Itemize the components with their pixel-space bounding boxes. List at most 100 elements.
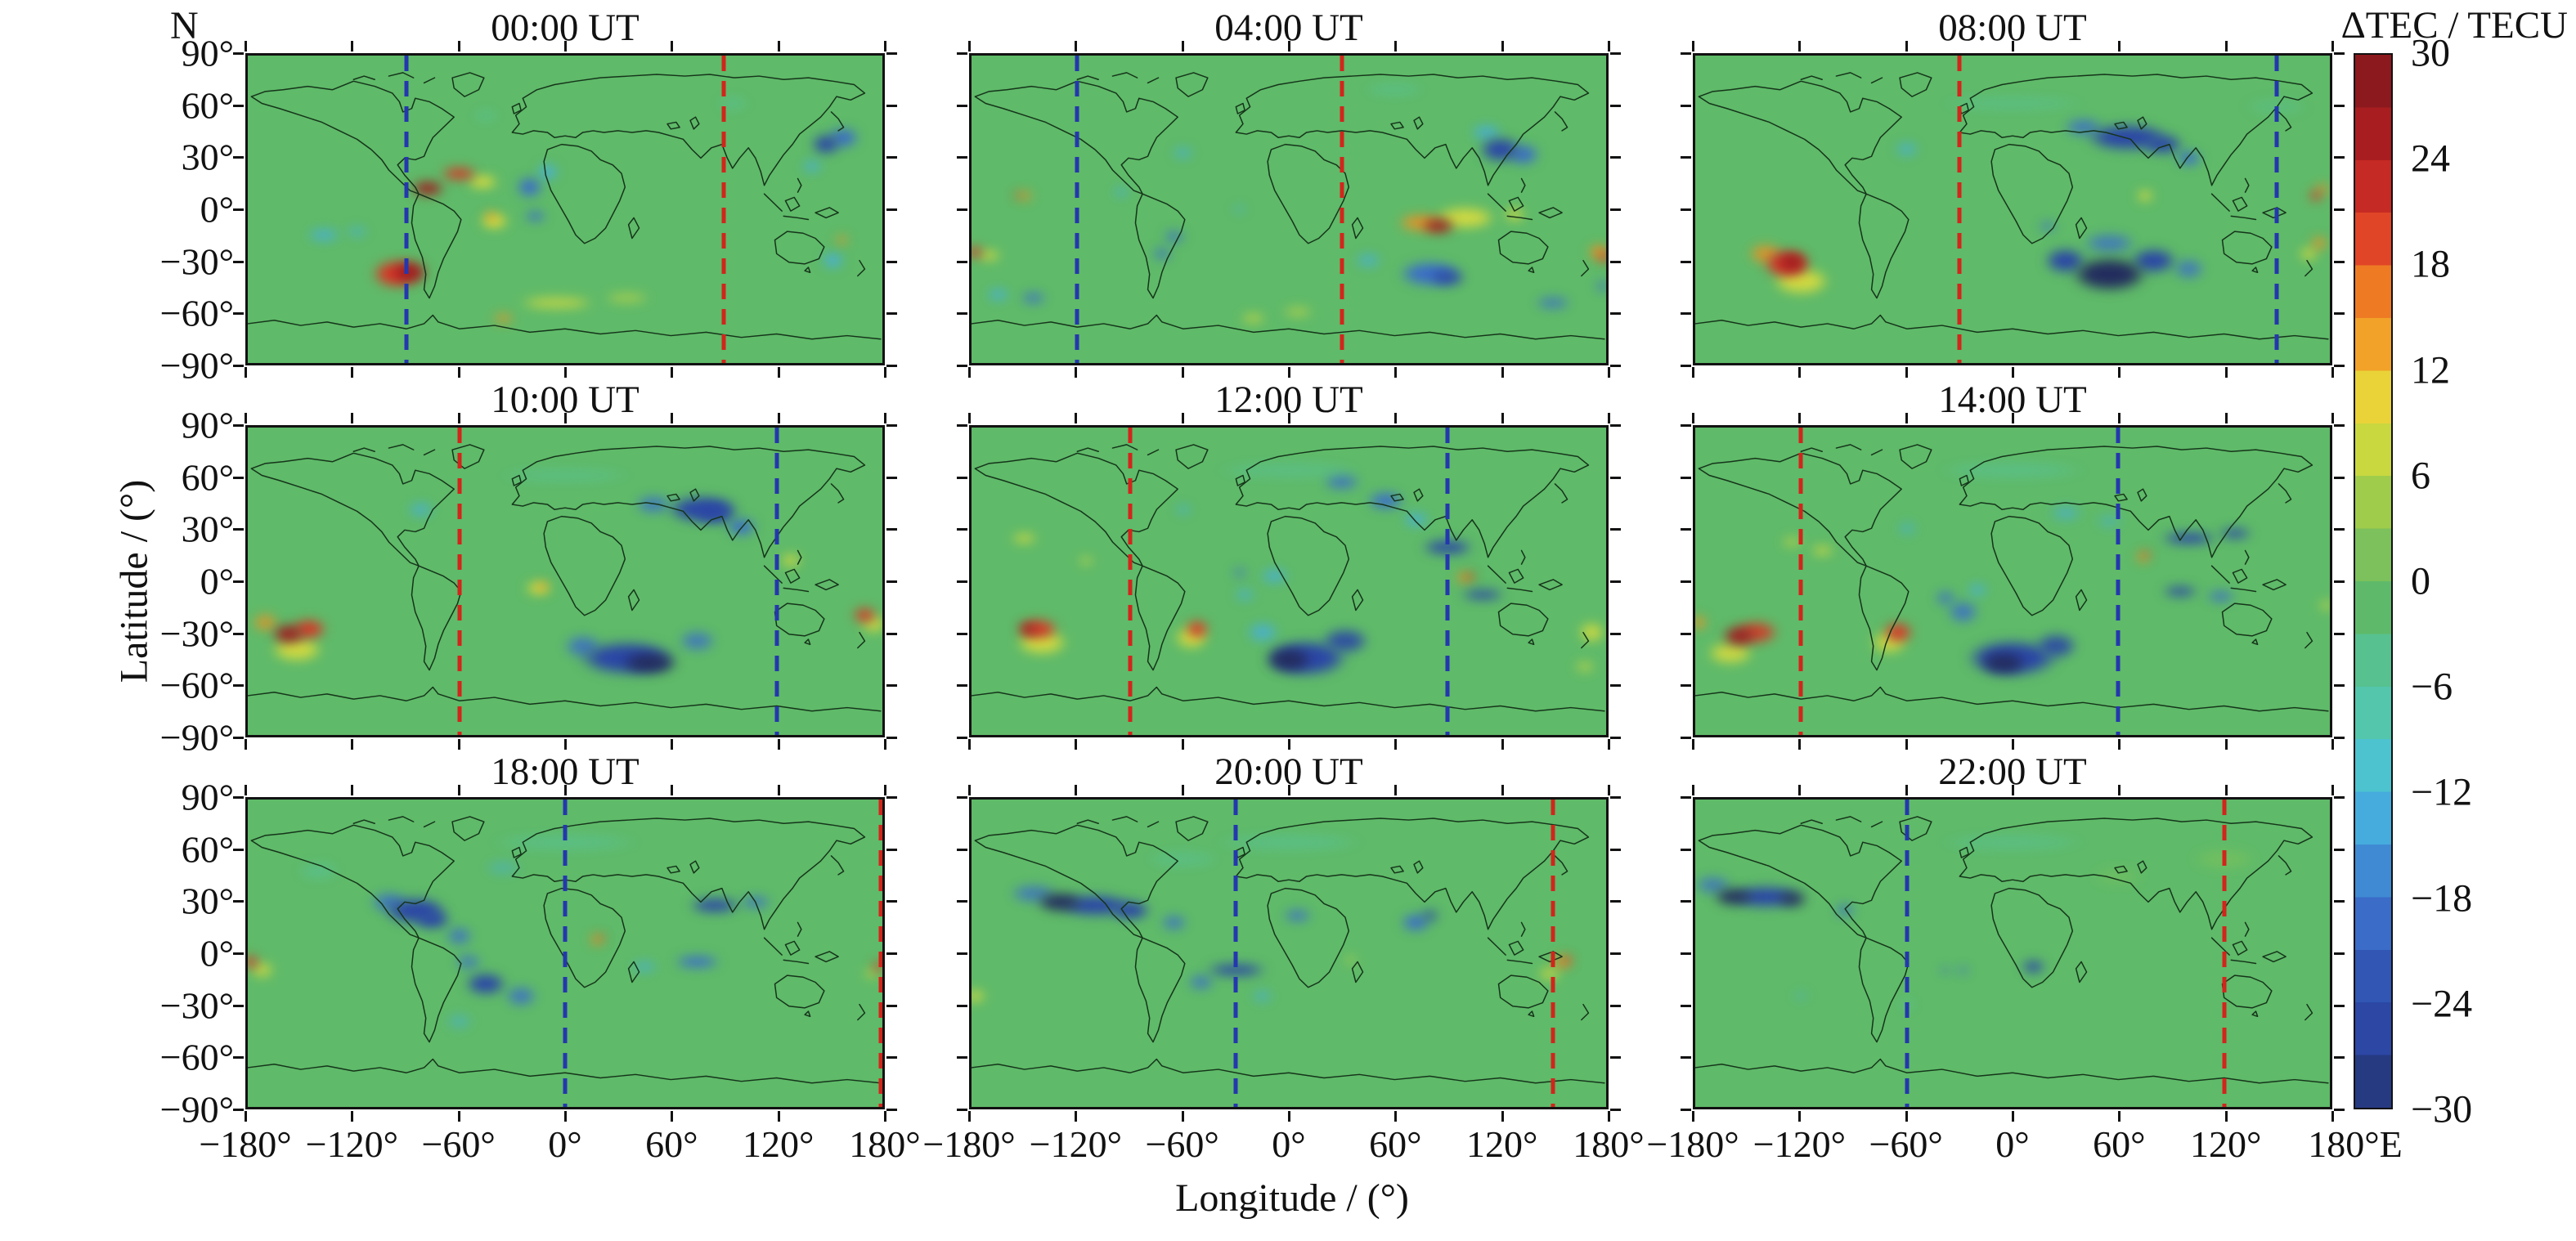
axis-tick	[1798, 785, 1802, 795]
axis-tick	[1608, 785, 1610, 795]
axis-tick	[233, 796, 244, 799]
anomaly-blob	[2309, 235, 2330, 253]
anomaly-blob	[1417, 907, 1443, 925]
anomaly-blob	[450, 951, 486, 972]
axis-tick	[957, 737, 967, 739]
colorbar-tick-label: −6	[2411, 665, 2453, 709]
axis-tick	[1610, 796, 1621, 799]
map	[245, 53, 885, 365]
anomaly-blob	[819, 250, 847, 271]
colorbar-tick-label: −30	[2411, 1087, 2473, 1131]
axis-tick	[1905, 413, 1908, 423]
anomaly-blob	[1183, 830, 1395, 854]
axis-tick	[1501, 739, 1504, 750]
axis-tick	[777, 739, 780, 750]
axis-tick	[1681, 528, 1691, 531]
axis-tick	[1610, 104, 1621, 107]
axis-tick	[1681, 952, 1691, 955]
axis-tick	[2012, 785, 2014, 795]
x-tick-label: −120°	[305, 1123, 398, 1165]
axis-tick	[1681, 900, 1691, 903]
axis-tick	[1681, 208, 1691, 211]
y-axis-title: Latitude / (°)	[112, 479, 156, 683]
x-tick-label: 120°	[1465, 1123, 1538, 1165]
axis-tick	[1501, 785, 1504, 795]
axis-tick	[1692, 785, 1694, 795]
axis-tick	[351, 367, 354, 378]
axis-tick	[351, 1111, 354, 1122]
axis-tick	[233, 1109, 244, 1111]
axis-tick	[2118, 367, 2121, 378]
axis-tick	[1288, 367, 1290, 378]
axis-tick	[1610, 365, 1621, 367]
axis-tick	[233, 900, 244, 903]
axis-tick	[2334, 737, 2345, 739]
anomaly-blob	[442, 1011, 478, 1033]
anomaly-blob	[1906, 458, 2119, 482]
anomaly-blob	[1228, 566, 1250, 580]
anomaly-blob	[972, 244, 988, 259]
anomaly-blob	[2317, 598, 2330, 612]
anomaly-blob	[1705, 885, 1762, 909]
axis-tick	[245, 1111, 247, 1122]
axis-tick	[1610, 1056, 1621, 1060]
axis-tick	[671, 41, 674, 52]
anomaly-blob	[1130, 847, 1236, 871]
axis-tick	[1501, 1111, 1504, 1122]
axis-tick	[957, 528, 967, 531]
map-panel: 12:00 UT	[957, 379, 1621, 750]
axis-tick	[457, 739, 460, 750]
axis-tick	[457, 41, 460, 52]
red-dashed-line	[1340, 56, 1344, 363]
anomaly-blob	[2083, 866, 2154, 887]
x-tick-label: −180°	[1646, 1123, 1739, 1165]
axis-tick	[233, 424, 244, 427]
anomaly-blob	[289, 859, 347, 884]
colorbar-tick-label: −12	[2411, 770, 2473, 814]
blue-dashed-line	[1905, 800, 1910, 1107]
anomaly-blob	[1172, 502, 1194, 517]
anomaly-blob	[2155, 585, 2205, 598]
axis-tick	[2334, 104, 2345, 107]
anomaly-blob	[1102, 897, 1159, 925]
anomaly-blob	[797, 158, 827, 176]
anomaly-blob	[1500, 205, 1529, 223]
axis-tick	[233, 476, 244, 479]
axis-tick	[671, 785, 674, 795]
map	[245, 425, 885, 737]
anomaly-blob	[1806, 544, 1838, 558]
axis-tick	[2224, 41, 2228, 52]
axis-tick	[957, 632, 967, 635]
y-tick-label: −30°	[159, 612, 234, 655]
x-tick-label: 180°	[849, 1123, 921, 1165]
axis-tick	[233, 365, 244, 367]
axis-tick	[2334, 796, 2345, 799]
axis-tick	[1681, 260, 1691, 263]
x-tick-label: −60°	[1869, 1123, 1943, 1165]
anomaly-blob	[535, 581, 550, 592]
axis-tick	[1288, 41, 1290, 52]
anomaly-blob	[1906, 830, 2119, 854]
colorbar-tick-label: 24	[2411, 137, 2450, 181]
map	[969, 797, 1609, 1109]
axis-tick	[2118, 739, 2121, 750]
axis-tick	[2334, 952, 2345, 955]
y-tick-label: −90°	[159, 716, 234, 759]
anomaly-blob	[1931, 588, 1960, 609]
axis-tick	[2334, 684, 2345, 688]
axis-tick	[777, 785, 780, 795]
x-tick-label: 60°	[1369, 1123, 1422, 1165]
anomaly-blob	[1716, 622, 1762, 650]
x-tick-label: 120°	[742, 1123, 815, 1165]
axis-tick	[2118, 41, 2121, 52]
axis-tick	[2334, 476, 2345, 479]
axis-tick	[564, 413, 567, 423]
x-tick-label: 180°	[1573, 1123, 1645, 1165]
anomaly-blob	[1012, 192, 1023, 199]
colorbar-tick-label: 18	[2411, 242, 2450, 286]
axis-tick	[2334, 156, 2345, 159]
anomaly-blob	[1891, 139, 1923, 160]
axis-tick	[1181, 1111, 1184, 1122]
red-dashed-line	[1798, 428, 1803, 735]
colorbar-tick-label: 0	[2411, 559, 2430, 603]
